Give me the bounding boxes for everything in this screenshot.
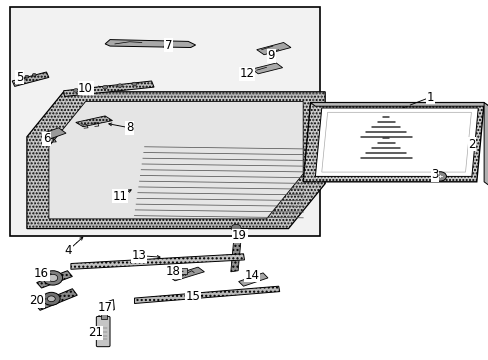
Circle shape (102, 85, 107, 89)
Polygon shape (35, 289, 77, 310)
Polygon shape (12, 72, 49, 86)
Text: 16: 16 (34, 267, 49, 280)
Circle shape (48, 274, 58, 282)
Text: 19: 19 (232, 229, 246, 242)
Circle shape (25, 75, 29, 78)
Circle shape (433, 172, 446, 181)
Text: 20: 20 (29, 294, 44, 307)
Circle shape (43, 271, 62, 285)
Polygon shape (238, 273, 267, 286)
Circle shape (47, 296, 55, 302)
Bar (101, 314, 106, 319)
Text: 5: 5 (16, 71, 23, 84)
Text: 6: 6 (42, 132, 50, 145)
Polygon shape (310, 103, 488, 106)
Text: 13: 13 (132, 249, 146, 262)
Polygon shape (483, 103, 488, 185)
Circle shape (18, 77, 21, 80)
Polygon shape (63, 81, 154, 96)
Text: 2: 2 (467, 138, 475, 150)
Circle shape (73, 89, 78, 92)
Circle shape (132, 82, 137, 86)
Text: 10: 10 (78, 82, 93, 95)
Polygon shape (134, 286, 279, 303)
Polygon shape (98, 300, 114, 315)
Polygon shape (251, 63, 282, 74)
FancyBboxPatch shape (10, 7, 320, 236)
Circle shape (117, 84, 122, 87)
Polygon shape (256, 42, 290, 55)
Bar (175, 268, 187, 274)
Circle shape (32, 73, 36, 76)
Text: 4: 4 (64, 244, 72, 257)
Polygon shape (27, 92, 325, 229)
Polygon shape (37, 271, 72, 288)
Text: 15: 15 (185, 291, 200, 303)
Text: 9: 9 (267, 49, 275, 62)
Text: 3: 3 (430, 168, 438, 181)
Text: 18: 18 (166, 265, 181, 278)
Circle shape (102, 303, 110, 309)
Polygon shape (71, 254, 244, 269)
Polygon shape (303, 103, 483, 182)
Polygon shape (168, 267, 204, 281)
Text: 17: 17 (98, 301, 112, 314)
Polygon shape (49, 102, 303, 219)
Text: 8: 8 (125, 121, 133, 134)
Circle shape (88, 87, 93, 91)
Polygon shape (315, 108, 477, 176)
Polygon shape (76, 116, 112, 127)
Text: 1: 1 (426, 91, 433, 104)
Text: 11: 11 (112, 190, 127, 203)
Text: 12: 12 (239, 67, 254, 80)
Polygon shape (41, 128, 66, 139)
Circle shape (231, 224, 241, 231)
Circle shape (42, 292, 60, 305)
Polygon shape (105, 40, 195, 48)
Text: 7: 7 (164, 39, 172, 51)
Polygon shape (230, 229, 242, 272)
FancyBboxPatch shape (96, 316, 110, 347)
Text: 21: 21 (88, 327, 102, 339)
Text: 14: 14 (244, 269, 259, 282)
